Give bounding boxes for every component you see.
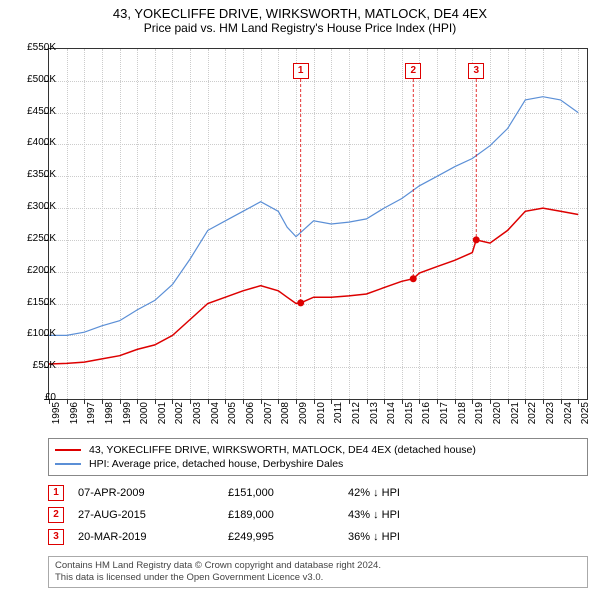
x-axis-label: 2016 [421,402,432,432]
x-axis-label: 1997 [86,402,97,432]
sales-row: 2 27-AUG-2015£189,00043% ↓ HPI [48,504,588,526]
footer-line-1: Contains HM Land Registry data © Crown c… [55,560,581,572]
y-axis-label: £350K [10,169,56,180]
x-axis-label: 2019 [474,402,485,432]
sale-date: 27-AUG-2015 [78,509,228,521]
x-axis-label: 2015 [404,402,415,432]
footer-line-2: This data is licensed under the Open Gov… [55,572,581,584]
x-axis-label: 2011 [333,402,344,432]
x-axis-label: 2004 [210,402,221,432]
sale-date: 20-MAR-2019 [78,531,228,543]
sales-row: 1 07-APR-2009£151,00042% ↓ HPI [48,482,588,504]
sales-table: 1 07-APR-2009£151,00042% ↓ HPI 2 27-AUG-201… [48,482,588,548]
x-axis-label: 2014 [386,402,397,432]
x-axis-label: 2025 [580,402,591,432]
x-axis-label: 1999 [122,402,133,432]
chart-subtitle: Price paid vs. HM Land Registry's House … [0,21,600,39]
x-axis-label: 2008 [280,402,291,432]
sale-pct-vs-hpi: 43% ↓ HPI [348,509,468,521]
x-axis-label: 2001 [157,402,168,432]
y-axis-label: £500K [10,74,56,85]
x-axis-label: 1995 [51,402,62,432]
x-axis-label: 2009 [298,402,309,432]
y-axis-label: £100K [10,328,56,339]
plot-area: 123 [48,48,588,400]
y-axis-label: £400K [10,137,56,148]
y-axis-label: £0 [10,392,56,403]
x-axis-label: 2024 [563,402,574,432]
sale-price: £151,000 [228,487,348,499]
sale-pct-vs-hpi: 36% ↓ HPI [348,531,468,543]
y-axis-label: £250K [10,233,56,244]
legend-box: 43, YOKECLIFFE DRIVE, WIRKSWORTH, MATLOC… [48,438,588,476]
legend-label: 43, YOKECLIFFE DRIVE, WIRKSWORTH, MATLOC… [89,444,476,456]
y-axis-label: £50K [10,360,56,371]
sales-row: 3 20-MAR-2019£249,99536% ↓ HPI [48,526,588,548]
sales-marker-icon: 3 [48,529,64,545]
sale-date: 07-APR-2009 [78,487,228,499]
x-axis-label: 2021 [510,402,521,432]
footer-attribution: Contains HM Land Registry data © Crown c… [48,556,588,588]
sale-price: £189,000 [228,509,348,521]
x-axis-label: 2020 [492,402,503,432]
legend-swatch [55,463,81,465]
legend-row: 43, YOKECLIFFE DRIVE, WIRKSWORTH, MATLOC… [55,443,581,457]
x-axis-label: 2022 [527,402,538,432]
y-axis-label: £200K [10,265,56,276]
x-axis-label: 2000 [139,402,150,432]
sale-pct-vs-hpi: 42% ↓ HPI [348,487,468,499]
x-axis-label: 2003 [192,402,203,432]
y-axis-label: £300K [10,201,56,212]
x-axis-label: 2017 [439,402,450,432]
y-axis-label: £550K [10,42,56,53]
x-axis-label: 1998 [104,402,115,432]
x-axis-label: 2006 [245,402,256,432]
sale-dot [473,236,480,243]
x-axis-label: 2013 [369,402,380,432]
x-axis-label: 2018 [457,402,468,432]
sale-price: £249,995 [228,531,348,543]
x-axis-label: 2007 [263,402,274,432]
sale-dot [410,275,417,282]
x-axis-label: 2002 [174,402,185,432]
legend-row: HPI: Average price, detached house, Derb… [55,457,581,471]
x-axis-label: 2023 [545,402,556,432]
legend-label: HPI: Average price, detached house, Derb… [89,458,343,470]
legend-swatch [55,449,81,451]
sales-marker-icon: 1 [48,485,64,501]
y-axis-label: £150K [10,297,56,308]
series-hpi [49,97,578,336]
sales-marker-icon: 2 [48,507,64,523]
series-price_paid [49,208,578,364]
plot-svg [49,49,587,399]
x-axis-label: 2005 [227,402,238,432]
x-axis-label: 2012 [351,402,362,432]
x-axis-label: 2010 [316,402,327,432]
x-axis-label: 1996 [69,402,80,432]
chart-container: 43, YOKECLIFFE DRIVE, WIRKSWORTH, MATLOC… [0,0,600,590]
sale-dot [297,299,304,306]
y-axis-label: £450K [10,106,56,117]
chart-title: 43, YOKECLIFFE DRIVE, WIRKSWORTH, MATLOC… [0,0,600,21]
